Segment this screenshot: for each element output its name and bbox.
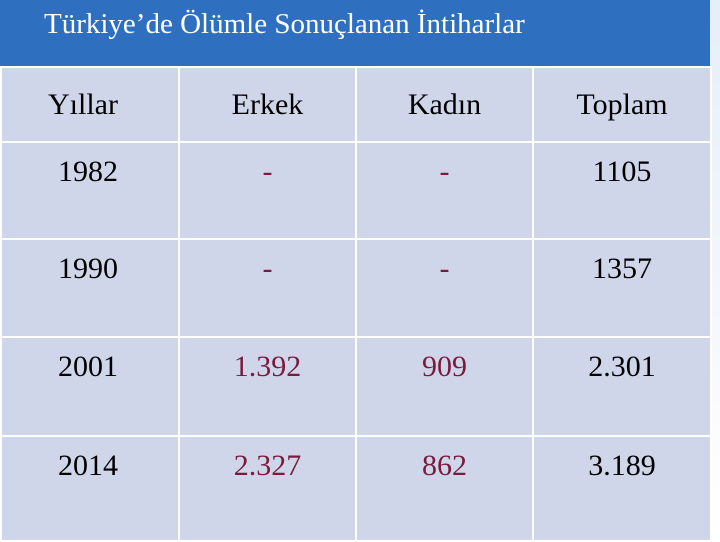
title-bar: Türkiye’de Ölümle Sonuçlanan İntiharlar bbox=[0, 0, 710, 66]
table-cell: 909 bbox=[355, 336, 534, 437]
header-row: Yıllar Erkek Kadın Toplam bbox=[0, 66, 712, 143]
table-row: 2014 2.327 862 3.189 bbox=[0, 435, 712, 542]
table-cell: 1990 bbox=[0, 238, 180, 338]
table-cell: 1982 bbox=[0, 141, 180, 240]
table-row: 2001 1.392 909 2.301 bbox=[0, 336, 712, 437]
table-cell: - bbox=[355, 141, 534, 240]
table-cell: - bbox=[178, 141, 357, 240]
data-table: Yıllar Erkek Kadın Toplam 1982- -1105 1990- -1… bbox=[0, 66, 712, 542]
column-header: Yıllar bbox=[0, 66, 180, 143]
column-header: Toplam bbox=[532, 66, 712, 143]
table-row: 1990- -1357 bbox=[0, 238, 712, 338]
table-cell: 1357 bbox=[532, 238, 712, 338]
column-header: Kadın bbox=[355, 66, 534, 143]
table-cell: 1105 bbox=[532, 141, 712, 240]
edge-decoration bbox=[710, 0, 720, 540]
table-cell: 2001 bbox=[0, 336, 180, 437]
table-cell: 3.189 bbox=[532, 435, 712, 542]
title: Türkiye’de Ölümle Sonuçlanan İntiharlar bbox=[44, 8, 525, 40]
table-cell: 862 bbox=[355, 435, 534, 542]
table-cell: 2014 bbox=[0, 435, 180, 542]
table-body: 1982- -1105 1990- -1357 2001 1.392 909 2.301 201… bbox=[0, 141, 712, 542]
table-row: 1982- -1105 bbox=[0, 141, 712, 240]
column-header: Erkek bbox=[178, 66, 357, 143]
table-cell: - bbox=[178, 238, 357, 338]
table-cell: 2.327 bbox=[178, 435, 357, 542]
table-cell: 2.301 bbox=[532, 336, 712, 437]
table-cell: - bbox=[355, 238, 534, 338]
table-cell: 1.392 bbox=[178, 336, 357, 437]
